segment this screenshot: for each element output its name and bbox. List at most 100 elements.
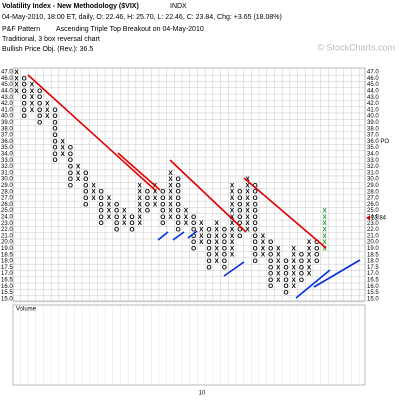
y-tick-label: 27.0 bbox=[1, 196, 13, 202]
pf-box: X bbox=[230, 195, 235, 202]
pf-box: X bbox=[230, 233, 235, 240]
volume-grid bbox=[20, 305, 360, 385]
pf-box: O bbox=[22, 82, 27, 89]
pf-box: O bbox=[268, 277, 273, 284]
y-tick-label-right: 24.0 bbox=[367, 214, 379, 220]
y-tick-label: 34.0 bbox=[1, 151, 13, 157]
pf-box: X bbox=[245, 176, 250, 183]
pf-box: O bbox=[253, 252, 258, 259]
pf-box: X bbox=[168, 214, 173, 221]
pf-box: X bbox=[292, 252, 297, 259]
pf-box: O bbox=[237, 201, 242, 208]
pf-box: O bbox=[283, 258, 288, 265]
pf-box: O bbox=[268, 271, 273, 278]
pf-box: X bbox=[276, 252, 281, 259]
y-tick-label-right: 33.0 bbox=[367, 158, 379, 164]
pf-box: X bbox=[199, 233, 204, 240]
pf-box: X bbox=[138, 214, 143, 221]
pf-box: O bbox=[253, 214, 258, 221]
pf-box: X bbox=[168, 195, 173, 202]
method: Traditional, 3 box reversal chart bbox=[2, 36, 100, 43]
y-tick-label-right: 22.0 bbox=[367, 227, 379, 233]
info-line: 04-May-2010, 18:00 ET, daily, O: 22.46, … bbox=[2, 14, 282, 21]
y-tick-label-right: 30.0 bbox=[367, 177, 379, 183]
y-tick-label: 24.0 bbox=[1, 214, 13, 220]
pf-box: X bbox=[292, 264, 297, 271]
pf-box: X bbox=[168, 201, 173, 208]
y-tick-label: 33.0 bbox=[1, 158, 13, 164]
pf-box: X bbox=[153, 195, 158, 202]
y-tick-label: 17.0 bbox=[1, 271, 13, 277]
pf-box: O bbox=[237, 189, 242, 196]
pf-box: O bbox=[253, 195, 258, 202]
pf-box: O bbox=[268, 264, 273, 271]
pf-box: O bbox=[206, 227, 211, 234]
pf-box: O bbox=[68, 151, 73, 158]
y-tick-label-right: 46.0 bbox=[367, 76, 379, 82]
pf-box: O bbox=[222, 264, 227, 271]
pf-box: O bbox=[99, 201, 104, 208]
pf-box: O bbox=[253, 227, 258, 234]
pf-box: X bbox=[261, 233, 266, 240]
pf-box: X bbox=[292, 271, 297, 278]
pf-box: O bbox=[283, 277, 288, 284]
pf-box: O bbox=[253, 208, 258, 215]
pf-box: O bbox=[176, 189, 181, 196]
pf-box: O bbox=[22, 101, 27, 108]
y-tick-label: 38.0 bbox=[1, 126, 13, 132]
objective: Bullish Price Obj. (Rev.): 36.5 bbox=[2, 46, 93, 53]
pf-box: O bbox=[99, 189, 104, 196]
pf-box: O bbox=[68, 182, 73, 189]
pf-box: O bbox=[37, 119, 42, 126]
pf-box: O bbox=[22, 88, 27, 95]
pf-box: O bbox=[22, 107, 27, 114]
pf-box: X bbox=[138, 189, 143, 196]
y-tick-label: 37.0 bbox=[1, 133, 13, 139]
pf-box: X bbox=[122, 208, 127, 215]
y-tick-label: 15.0 bbox=[1, 296, 13, 302]
y-tick-label: 28.0 bbox=[1, 189, 13, 195]
pf-box: O bbox=[114, 227, 119, 234]
pf-box: O bbox=[145, 201, 150, 208]
pf-box: X bbox=[215, 252, 220, 259]
pf-box: X bbox=[230, 189, 235, 196]
pf-box: O bbox=[160, 214, 165, 221]
y-tick-label-right: 31.0 bbox=[367, 170, 379, 176]
y-tick-label: 29.0 bbox=[1, 183, 13, 189]
pf-box: X bbox=[122, 220, 127, 227]
y-tick-label-right: 47.0 bbox=[367, 70, 379, 76]
pf-box: X bbox=[61, 145, 66, 152]
pf-box: X bbox=[307, 264, 312, 271]
pf-box: O bbox=[314, 252, 319, 259]
pf-box: O bbox=[37, 113, 42, 120]
pf-box: X bbox=[14, 69, 19, 76]
pf-box: O bbox=[37, 101, 42, 108]
pf-box: O bbox=[129, 227, 134, 234]
y-tick-label-right: 39.0 bbox=[367, 120, 379, 126]
y-tick-label: 26.0 bbox=[1, 202, 13, 208]
pf-box: O bbox=[237, 233, 242, 240]
po-label: 36.0 PO bbox=[367, 139, 389, 145]
pf-box: O bbox=[145, 189, 150, 196]
pf-box: X bbox=[230, 220, 235, 227]
pf-box: X bbox=[261, 239, 266, 246]
y-tick-label-right: 38.0 bbox=[367, 126, 379, 132]
pf-box: X bbox=[215, 227, 220, 234]
pf-box: O bbox=[253, 189, 258, 196]
pf-box: X bbox=[14, 82, 19, 89]
y-tick-label-right: 21.0 bbox=[367, 233, 379, 239]
y-tick-label: 35.0 bbox=[1, 145, 13, 151]
pf-box: O bbox=[52, 107, 57, 114]
pf-box: O bbox=[237, 208, 242, 215]
pf-box: X bbox=[199, 227, 204, 234]
pf-box: O bbox=[314, 245, 319, 252]
support-line bbox=[313, 259, 361, 288]
pf-box: O bbox=[283, 283, 288, 290]
pf-box: O bbox=[83, 195, 88, 202]
pf-box: O bbox=[191, 214, 196, 221]
y-tick-label: 43.0 bbox=[1, 95, 13, 101]
y-tick-label-right: 37.0 bbox=[367, 133, 379, 139]
y-tick-label-right: 16.5 bbox=[367, 277, 379, 283]
y-tick-label: 21.0 bbox=[1, 233, 13, 239]
pf-box: O bbox=[206, 233, 211, 240]
